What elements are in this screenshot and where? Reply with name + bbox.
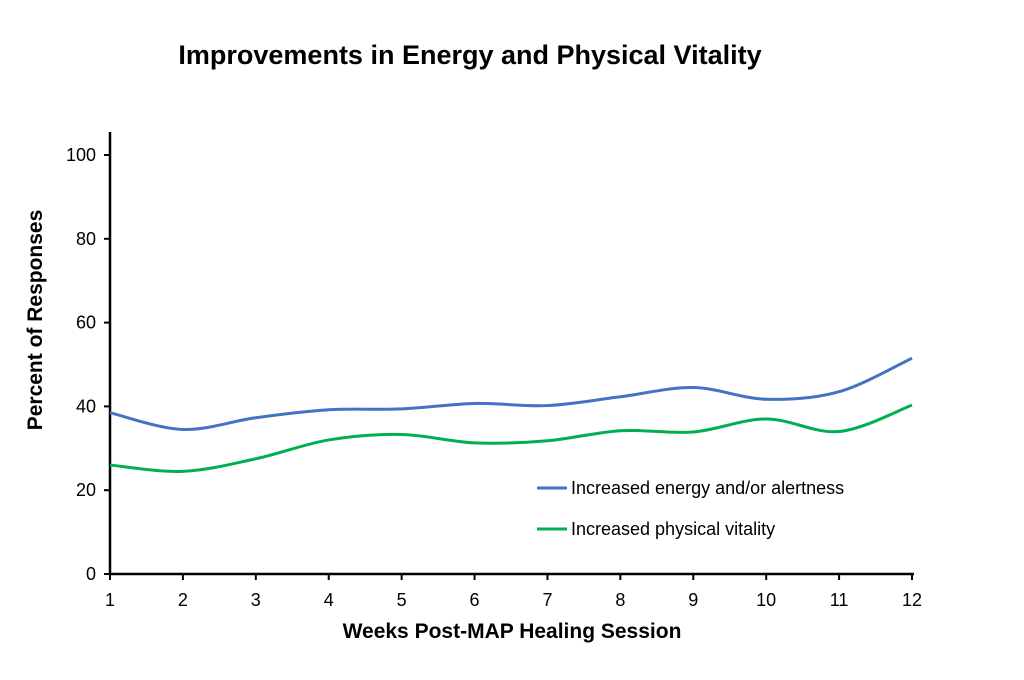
x-tick-label: 3	[251, 590, 261, 610]
series-line-2	[109, 403, 913, 473]
y-tick-label: 60	[76, 313, 96, 333]
y-axis-ticks: 0 20 40 60 80 100	[66, 145, 110, 584]
x-tick-label: 5	[397, 590, 407, 610]
x-axis-ticks: 1 2 3 4 5 6 7 8 9 10 11 12	[105, 574, 922, 610]
y-tick-label: 0	[86, 564, 96, 584]
x-tick-label: 2	[178, 590, 188, 610]
x-tick-label: 6	[470, 590, 480, 610]
legend-label-1: Increased energy and/or alertness	[571, 478, 844, 498]
x-tick-label: 10	[756, 590, 776, 610]
series-line-1	[109, 356, 913, 431]
legend: Increased energy and/or alertness Increas…	[537, 478, 844, 539]
chart-title: Improvements in Energy and Physical Vita…	[178, 40, 761, 70]
x-tick-label: 7	[542, 590, 552, 610]
x-axis-title: Weeks Post-MAP Healing Session	[343, 620, 682, 643]
x-tick-label: 8	[615, 590, 625, 610]
legend-label-2: Increased physical vitality	[571, 519, 775, 539]
y-tick-label: 100	[66, 145, 96, 165]
x-tick-label: 9	[688, 590, 698, 610]
x-tick-label: 11	[830, 590, 849, 610]
y-tick-label: 20	[76, 480, 96, 500]
x-tick-label: 12	[902, 590, 922, 610]
y-axis-title: Percent of Responses	[24, 210, 47, 431]
y-tick-label: 80	[76, 229, 96, 249]
y-tick-label: 40	[76, 396, 96, 416]
series-layer	[109, 356, 913, 473]
x-tick-label: 1	[105, 590, 115, 610]
x-tick-label: 4	[324, 590, 334, 610]
